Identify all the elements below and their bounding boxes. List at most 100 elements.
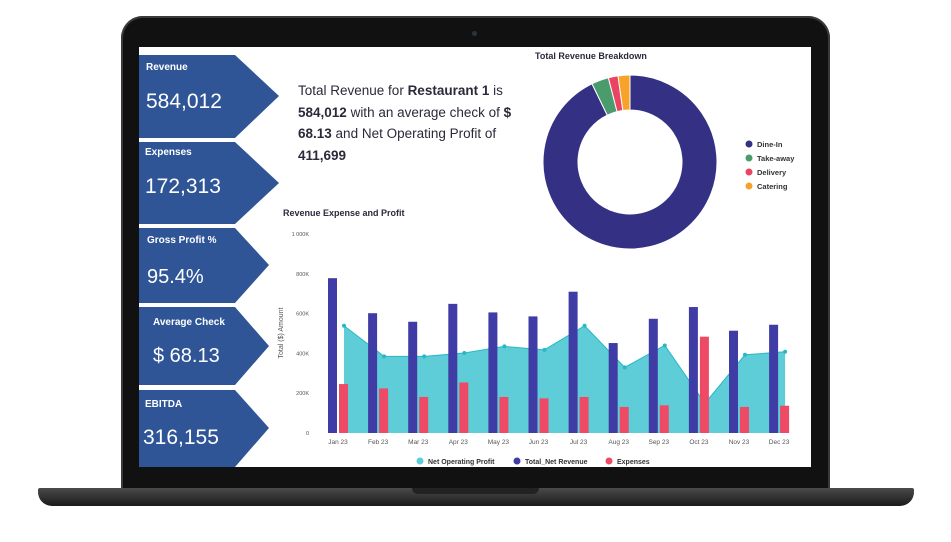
expense-bar bbox=[379, 388, 389, 433]
summary-part: is bbox=[489, 83, 503, 98]
legend-label: Catering bbox=[757, 182, 788, 191]
y-tick-label: 1 000K bbox=[292, 232, 310, 238]
profit-point bbox=[502, 344, 507, 349]
kpi-tile-revenue-shape bbox=[139, 55, 279, 138]
summary-profit: 411,699 bbox=[298, 147, 347, 163]
x-tick-label: Feb 23 bbox=[368, 439, 389, 446]
expense-bar bbox=[659, 405, 669, 433]
expense-bar bbox=[699, 336, 709, 433]
revenue-bar bbox=[488, 312, 498, 433]
profit-point bbox=[422, 354, 427, 359]
legend-label: Dine-In bbox=[757, 140, 783, 149]
revenue-bar bbox=[368, 313, 378, 433]
x-tick-label: Sep 23 bbox=[648, 439, 669, 446]
kpi-value: $ 68.13 bbox=[153, 345, 220, 367]
kpi-tile-expenses-shape bbox=[139, 142, 279, 224]
expense-bar bbox=[539, 398, 549, 433]
legend-label: Total_Net Revenue bbox=[525, 459, 588, 466]
legend-label: Expenses bbox=[617, 459, 650, 466]
x-tick-label: Nov 23 bbox=[729, 439, 750, 446]
profit-point bbox=[342, 323, 346, 328]
expense-bar bbox=[579, 396, 589, 433]
expense-bar bbox=[339, 384, 348, 433]
summary-part: with an average check of bbox=[346, 104, 504, 120]
donut-slice-catering bbox=[617, 74, 631, 112]
donut-slice-dine-in bbox=[542, 74, 718, 250]
profit-point bbox=[783, 349, 788, 354]
kpi-tile-ebitda-shape bbox=[139, 390, 269, 467]
y-tick-label: 0 bbox=[306, 431, 309, 437]
profit-point bbox=[462, 351, 467, 356]
y-axis-label: Total ($) Amount bbox=[278, 307, 285, 358]
y-tick-label: 600K bbox=[296, 312, 309, 318]
revenue-bar bbox=[608, 343, 618, 433]
x-tick-label: Jan 23 bbox=[328, 439, 348, 446]
y-tick-label: 400K bbox=[296, 351, 309, 357]
summary-text: Total Revenue for Restaurant 1 is 584,01… bbox=[298, 80, 518, 166]
expense-bar bbox=[740, 406, 749, 433]
restaurant-name: Restaurant 1 bbox=[407, 83, 490, 98]
kpi-value: 172,313 bbox=[145, 175, 221, 198]
kpi-label: Revenue bbox=[146, 62, 188, 73]
profit-point bbox=[542, 347, 547, 352]
profit-point bbox=[743, 352, 747, 357]
revenue-bar bbox=[648, 318, 658, 433]
bar-chart-title: Revenue Expense and Profit bbox=[283, 208, 405, 218]
expense-bar bbox=[459, 382, 469, 433]
profit-line bbox=[343, 325, 786, 405]
legend-marker bbox=[605, 457, 613, 465]
dashboard-screen: Revenue 584,012 Expenses 172,313 Gross P… bbox=[139, 47, 811, 467]
profit-point bbox=[622, 365, 627, 370]
x-tick-label: Apr 23 bbox=[449, 439, 469, 446]
legend-label: Net Operating Profit bbox=[428, 459, 495, 466]
y-tick-label: 200K bbox=[296, 391, 309, 397]
summary-part: Total Revenue for bbox=[298, 83, 408, 98]
kpi-value: 584,012 bbox=[146, 90, 222, 113]
kpi-value: 316,155 bbox=[143, 426, 219, 449]
kpi-tile-gross-shape bbox=[139, 228, 269, 303]
kpi-shapes bbox=[139, 55, 279, 467]
legend-label: Take-away bbox=[757, 154, 795, 163]
legend-marker bbox=[513, 457, 521, 465]
summary-part: and Net Operating Profit of bbox=[331, 126, 497, 141]
x-tick-label: Jun 23 bbox=[529, 439, 549, 446]
legend-marker bbox=[745, 140, 753, 148]
summary-revenue: 584,012 bbox=[298, 104, 347, 120]
legend-marker bbox=[745, 182, 753, 190]
revenue-bar bbox=[769, 324, 779, 433]
x-tick-label: Mar 23 bbox=[408, 439, 429, 446]
summary-check: $ 68.13 bbox=[298, 104, 512, 142]
legend-marker bbox=[416, 457, 424, 465]
laptop-base bbox=[38, 488, 914, 506]
expense-bar bbox=[619, 406, 629, 433]
revenue-expense-profit-chart: 0 200K 400K 600K 800K 1 000K Total ($) Amount J… bbox=[278, 232, 790, 466]
expense-bar bbox=[780, 405, 790, 433]
profit-point bbox=[582, 323, 587, 328]
donut-title: Total Revenue Breakdown bbox=[535, 51, 647, 61]
profit-point bbox=[662, 343, 667, 348]
kpi-label: Gross Profit % bbox=[147, 235, 217, 246]
y-tick-label: 800K bbox=[296, 272, 309, 278]
x-tick-label: Jul 23 bbox=[570, 439, 588, 446]
laptop-notch bbox=[412, 488, 539, 494]
legend-label: Delivery bbox=[757, 168, 787, 177]
kpi-label: Average Check bbox=[153, 317, 225, 328]
expense-bar bbox=[499, 396, 509, 433]
revenue-bar bbox=[328, 278, 337, 433]
revenue-bar bbox=[729, 330, 738, 433]
profit-point bbox=[382, 354, 387, 359]
revenue-breakdown-donut: Dine-In Take-away Delivery Catering bbox=[542, 74, 795, 250]
expense-bar bbox=[419, 396, 429, 433]
revenue-bar bbox=[528, 316, 538, 433]
legend-marker bbox=[745, 154, 753, 162]
x-tick-label: Oct 23 bbox=[689, 439, 709, 446]
revenue-bar bbox=[448, 303, 458, 433]
revenue-bar bbox=[408, 321, 418, 433]
x-tick-label: May 23 bbox=[488, 439, 510, 446]
x-tick-label: Dec 23 bbox=[769, 439, 790, 446]
revenue-bar bbox=[688, 307, 698, 433]
revenue-bar bbox=[568, 291, 578, 433]
camera bbox=[472, 31, 477, 36]
kpi-tile-check-shape bbox=[139, 307, 269, 385]
kpi-value: 95.4% bbox=[147, 266, 204, 288]
